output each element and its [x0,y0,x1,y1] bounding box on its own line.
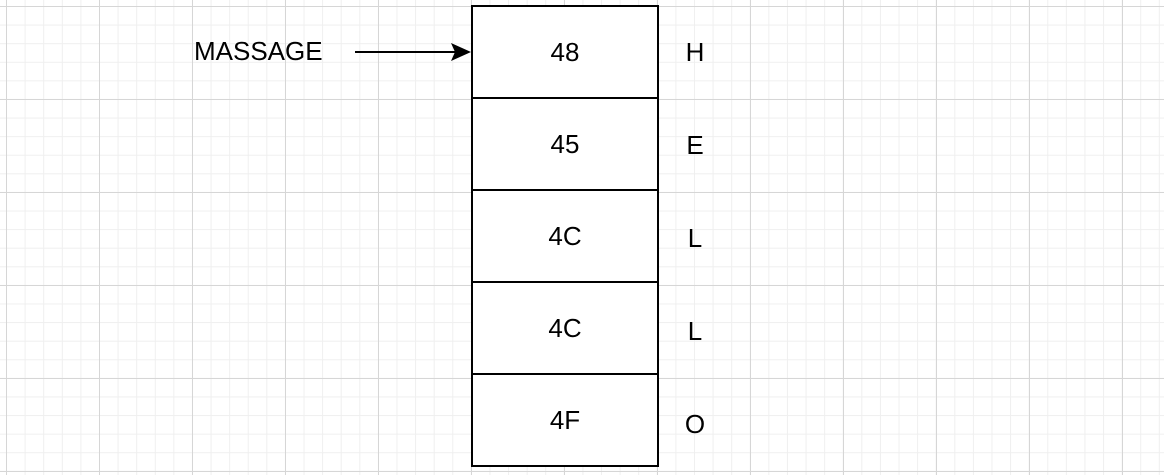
memory-cell-2: 4C [471,189,659,283]
memory-cell-4: 4F [471,373,659,467]
memory-cell-1: 45 [471,97,659,191]
memory-block: 48 45 4C 4C 4F [471,5,659,467]
memory-char-3: L [687,316,703,346]
memory-cell-hex: 4C [548,312,582,343]
memory-cell-hex: 45 [550,128,580,159]
memory-cell-hex: 48 [550,36,580,67]
memory-char-4: O [684,409,706,439]
pointer-label: MASSAGE [194,36,323,66]
memory-cell-3: 4C [471,281,659,375]
pointer-arrow-head [451,43,471,61]
memory-char-1: E [686,130,704,160]
memory-char-0: H [685,37,705,67]
memory-cell-hex: 4F [549,404,581,435]
memory-cell-0: 48 [471,5,659,99]
memory-char-2: L [687,223,703,253]
memory-cell-hex: 4C [548,220,582,251]
